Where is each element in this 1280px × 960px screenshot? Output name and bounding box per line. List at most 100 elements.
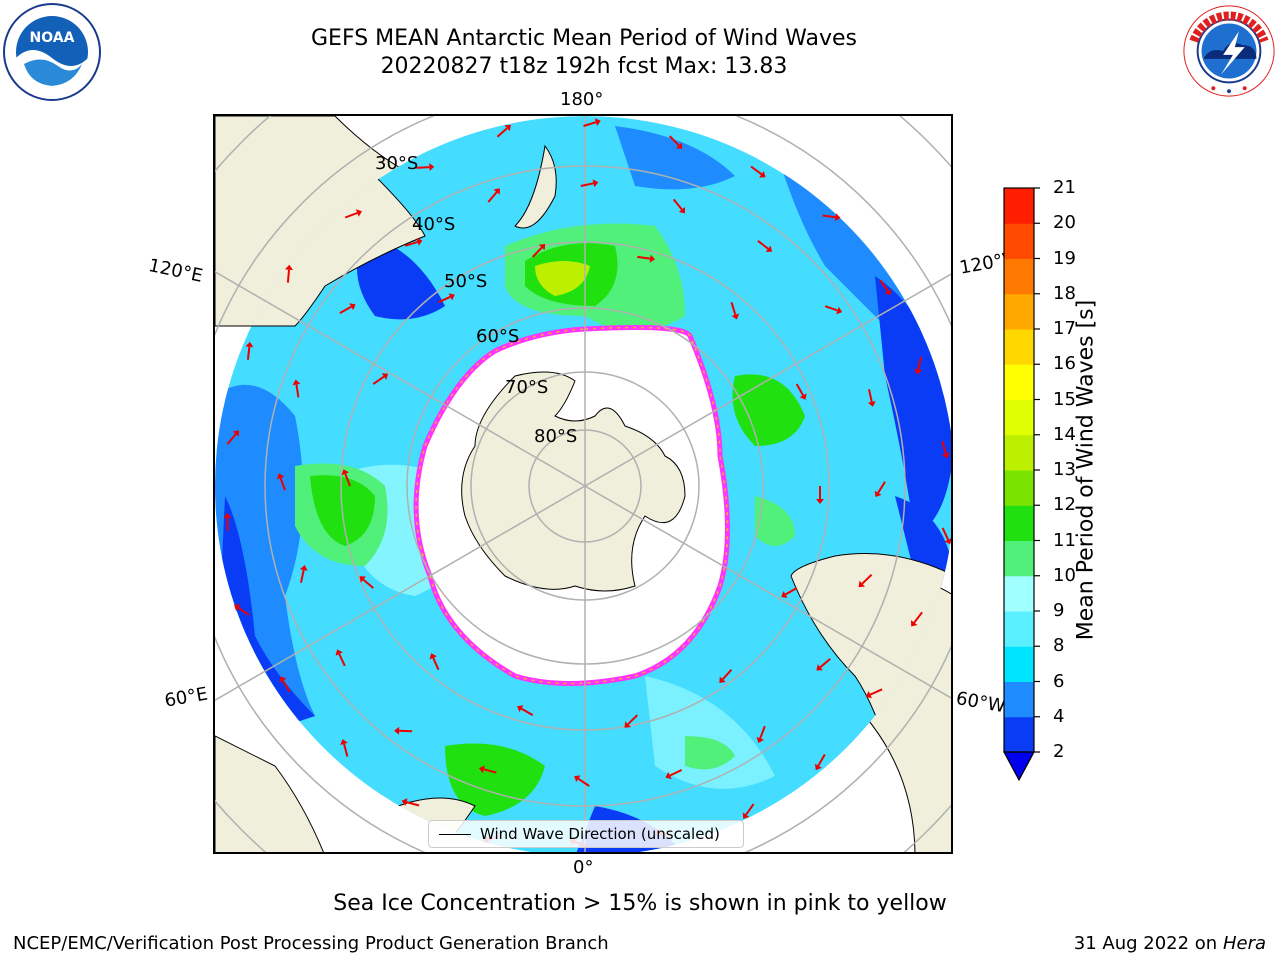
wave-arrow-head (865, 691, 872, 699)
wave-arrow-shaft (483, 768, 497, 774)
wave-arrow-head (359, 576, 366, 583)
wave-arrow-head (232, 430, 239, 437)
wave-arrow-shaft (404, 240, 418, 247)
wave-arrow-shaft (941, 527, 950, 541)
noaa-logo: NOAA (3, 3, 101, 101)
wave-arrow-shaft (869, 688, 883, 696)
wave-arrow-shaft (282, 680, 291, 693)
colorbar-tick-label: 11 (1053, 529, 1076, 551)
wave-arrow-head (245, 341, 254, 348)
colorbar-tick-label: 18 (1053, 282, 1076, 304)
wave-arrow-shaft (487, 191, 498, 203)
wave-arrow-head (429, 653, 437, 660)
wave-arrow-head (299, 565, 308, 571)
wave-arrow-shaft (730, 302, 737, 315)
colorbar-segment (1004, 258, 1034, 295)
colorbar-under-triangle (1002, 751, 1036, 782)
wave-arrow-shaft (917, 356, 923, 370)
colorbar-tick-label: 15 (1053, 388, 1076, 410)
wave-arrow-shaft (861, 573, 873, 585)
wave-arrow-shaft (362, 578, 374, 589)
wave-arrow-shaft (339, 305, 352, 314)
legend-label: Wind Wave Direction (unscaled) (480, 825, 720, 843)
wave-arrow-shaft (300, 569, 305, 583)
wave-arrow-head (292, 379, 301, 386)
polar-map-svg: 30°S 40°S 50°S 60°S 70°S 80°S (215, 116, 951, 852)
wave-arrow-head (719, 676, 726, 683)
colorbar-tick-label: 2 (1053, 741, 1065, 762)
wind-wave-arrows (223, 118, 951, 847)
colorbar-segment (1004, 540, 1034, 577)
wave-arrow-shaft (721, 669, 733, 680)
wave-arrow-shaft (669, 769, 683, 777)
lat-label-60s: 60°S (476, 326, 519, 347)
colorbar-tick-label: 17 (1053, 318, 1076, 339)
lat-label-50s: 50°S (444, 271, 487, 292)
wave-arrow-shaft (583, 121, 597, 127)
wave-arrow-shaft (795, 383, 804, 396)
wave-arrow-head (355, 209, 362, 217)
wave-arrow-head (335, 649, 343, 656)
wave-arrow-shaft (817, 753, 826, 767)
colorbar-segment (1004, 329, 1034, 365)
wave-arrow-shaft (672, 198, 683, 211)
wave-arrow-head (676, 142, 683, 149)
wave-arrow-shaft (226, 433, 237, 445)
svg-text:NOAA: NOAA (30, 30, 75, 46)
wave-arrow-shaft (822, 214, 836, 219)
lat-label-70s: 70°S (505, 377, 548, 398)
wave-arrow-shaft (759, 725, 766, 739)
legend-line-swatch (439, 834, 471, 835)
wave-arrow-shaft (577, 777, 590, 787)
wave-arrow-shaft (406, 801, 420, 807)
wave-arrow-head (911, 620, 918, 627)
wave-arrow-head (867, 401, 876, 407)
wave-arrow-head (624, 721, 631, 728)
latitude-labels: 30°S 40°S 50°S 60°S 70°S 80°S (375, 153, 577, 447)
chart-title: GEFS MEAN Antarctic Mean Period of Wind … (311, 26, 857, 51)
wave-arrow-head (874, 490, 882, 497)
footer-date: 31 Aug 2022 on Hera (1074, 933, 1266, 954)
colorbar-segment (1004, 364, 1034, 400)
wave-arrow-shaft (757, 240, 769, 250)
wave-arrow-head (429, 163, 435, 171)
wave-arrow-shaft (338, 653, 346, 667)
wave-arrow-head (493, 188, 500, 195)
colorbar-segment (1004, 575, 1034, 612)
lon-label-180: 180° (560, 89, 604, 110)
footer-credit: NCEP/EMC/Verification Post Processing Pr… (13, 933, 609, 954)
colorbar-tick-label: 9 (1053, 600, 1065, 621)
wave-arrow-head (394, 726, 400, 735)
wave-arrow-shaft (496, 127, 508, 138)
wave-arrow-head (538, 244, 546, 251)
wave-arrow-head (381, 373, 389, 380)
wave-arrow-head (781, 591, 788, 598)
wave-arrow-shaft (784, 587, 798, 596)
wave-arrow-shaft (372, 375, 385, 385)
colorbar-tick-label: 19 (1053, 247, 1076, 269)
colorbar-tick-label: 14 (1053, 423, 1076, 445)
wave-arrow-head (756, 737, 764, 743)
wave-arrow-shaft (438, 295, 451, 304)
colorbar-tick-label: 6 (1053, 670, 1065, 692)
footer-date-text: 31 Aug 2022 on (1073, 933, 1218, 954)
lat-label-80s: 80°S (534, 426, 577, 447)
colorbar-segments (1004, 188, 1034, 753)
colorbar-segment (1004, 505, 1034, 541)
wave-arrow-shaft (531, 246, 543, 258)
wave-arrow-shaft (819, 658, 831, 669)
wave-arrow-head (592, 179, 599, 188)
colorbar-segment (1004, 646, 1034, 682)
wave-arrow-head (349, 303, 356, 311)
wave-arrow-head (816, 664, 823, 671)
colorbar-segment (1004, 223, 1034, 259)
colorbar-tick-label: 21 (1053, 177, 1076, 198)
colorbar-tick-label: 12 (1053, 494, 1076, 516)
wave-arrow-head (742, 812, 750, 819)
ice-note: Sea Ice Concentration > 15% is shown in … (333, 891, 947, 916)
lon-label-60e: 60°E (163, 683, 210, 712)
wave-arrow-head (665, 771, 672, 780)
wave-arrow-head (759, 171, 766, 178)
wave-arrow-shaft (668, 135, 680, 147)
colorbar-segment (1004, 611, 1034, 647)
